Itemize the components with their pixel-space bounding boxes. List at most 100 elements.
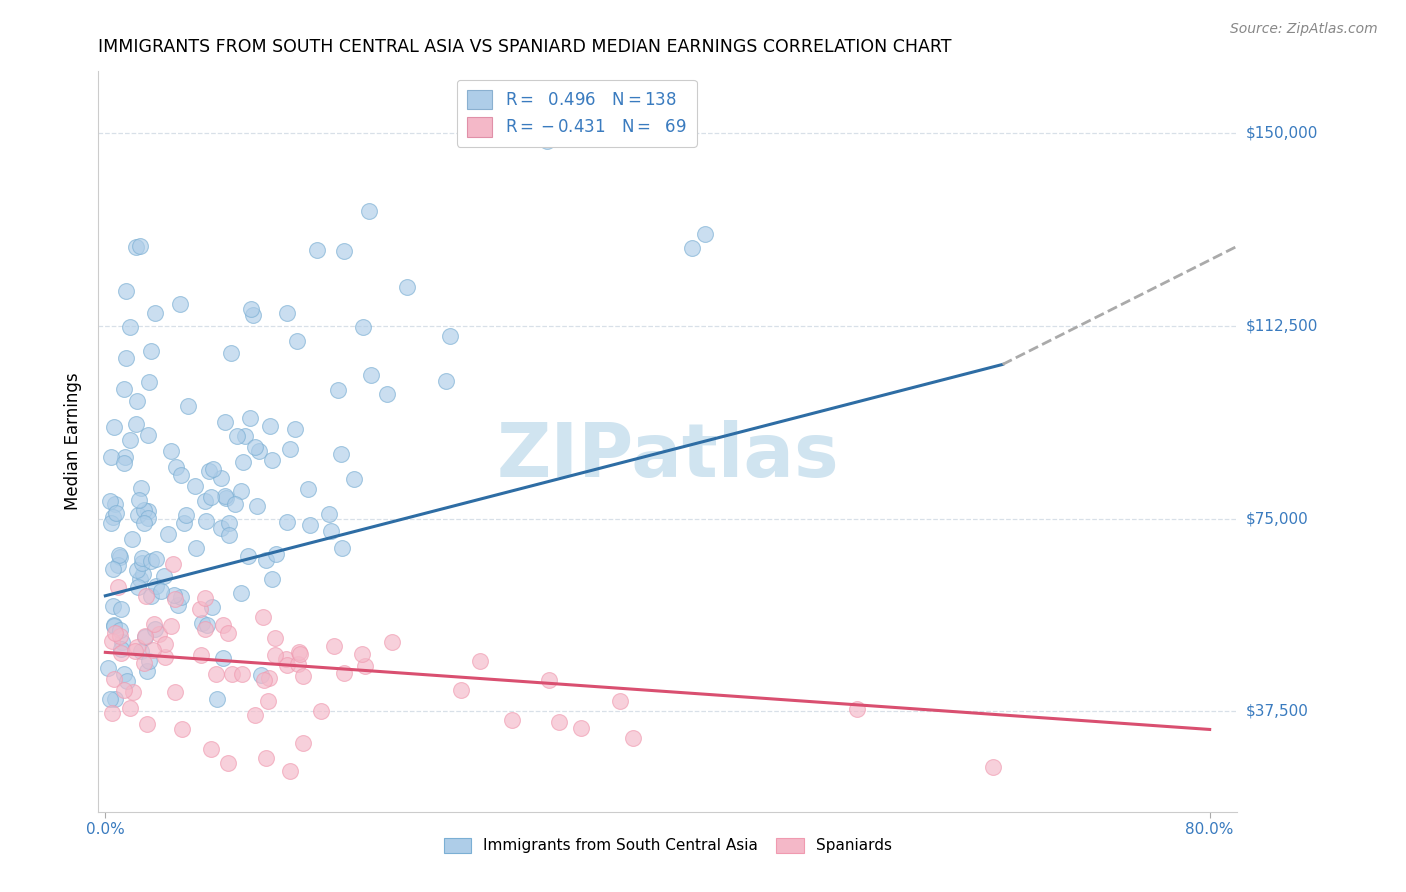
- Point: [201, 599, 224, 614]
- Text: $150,000: $150,000: [1246, 126, 1317, 141]
- Point: [260, 453, 283, 467]
- Point: [124, 644, 146, 658]
- Point: [129, 572, 152, 586]
- Point: [352, 647, 374, 661]
- Point: [136, 664, 159, 678]
- Point: [274, 652, 297, 666]
- Point: [108, 549, 131, 564]
- Point: [163, 588, 186, 602]
- Point: [209, 521, 232, 535]
- Point: [288, 647, 311, 661]
- Point: [233, 429, 256, 443]
- Text: Source: ZipAtlas.com: Source: ZipAtlas.com: [1230, 22, 1378, 37]
- Point: [145, 579, 167, 593]
- Point: [107, 558, 129, 572]
- Point: [129, 481, 152, 495]
- Point: [145, 306, 167, 320]
- Point: [439, 329, 461, 343]
- Point: [100, 493, 122, 508]
- Point: [200, 490, 222, 504]
- Point: [264, 547, 287, 561]
- Point: [569, 721, 592, 735]
- Point: [169, 297, 191, 311]
- Point: [292, 669, 315, 683]
- Point: [333, 244, 356, 258]
- Point: [190, 601, 212, 615]
- Point: [115, 351, 138, 365]
- Point: [243, 440, 266, 454]
- Point: [537, 673, 560, 687]
- Point: [695, 227, 717, 241]
- Point: [145, 552, 167, 566]
- Point: [309, 705, 332, 719]
- Point: [127, 580, 149, 594]
- Point: [127, 640, 149, 654]
- Point: [219, 346, 242, 360]
- Point: [197, 464, 219, 478]
- Point: [101, 634, 124, 648]
- Point: [501, 713, 523, 727]
- Point: [297, 482, 319, 496]
- Point: [100, 706, 122, 720]
- Point: [135, 589, 157, 603]
- Point: [326, 384, 349, 398]
- Point: [257, 672, 280, 686]
- Point: [218, 527, 240, 541]
- Point: [195, 514, 218, 528]
- Point: [239, 411, 262, 425]
- Point: [276, 515, 298, 529]
- Point: [98, 691, 121, 706]
- Point: [330, 541, 353, 555]
- Point: [298, 517, 321, 532]
- Point: [172, 722, 194, 736]
- Text: $112,500: $112,500: [1246, 318, 1317, 334]
- Point: [121, 533, 143, 547]
- Point: [129, 644, 152, 658]
- Point: [250, 667, 273, 681]
- Point: [153, 569, 176, 583]
- Point: [110, 646, 132, 660]
- Point: [134, 630, 156, 644]
- Point: [162, 557, 184, 571]
- Point: [357, 203, 380, 218]
- Point: [177, 399, 200, 413]
- Point: [278, 764, 301, 778]
- Point: [246, 499, 269, 513]
- Point: [139, 344, 162, 359]
- Point: [128, 493, 150, 508]
- Point: [117, 674, 139, 689]
- Point: [103, 419, 125, 434]
- Point: [165, 685, 187, 699]
- Point: [846, 702, 869, 716]
- Point: [253, 673, 276, 688]
- Text: ZIPatlas: ZIPatlas: [496, 420, 839, 493]
- Point: [108, 549, 131, 563]
- Point: [127, 394, 149, 409]
- Point: [247, 443, 270, 458]
- Point: [225, 428, 247, 442]
- Point: [107, 580, 129, 594]
- Point: [395, 279, 418, 293]
- Point: [536, 134, 558, 148]
- Point: [160, 618, 183, 632]
- Point: [112, 382, 135, 396]
- Point: [103, 617, 125, 632]
- Point: [259, 419, 281, 434]
- Point: [243, 707, 266, 722]
- Point: [112, 667, 135, 681]
- Point: [183, 479, 205, 493]
- Text: IMMIGRANTS FROM SOUTH CENTRAL ASIA VS SPANIARD MEDIAN EARNINGS CORRELATION CHART: IMMIGRANTS FROM SOUTH CENTRAL ASIA VS SP…: [98, 38, 952, 56]
- Point: [229, 585, 252, 599]
- Point: [138, 376, 160, 390]
- Point: [101, 599, 124, 613]
- Point: [263, 648, 285, 662]
- Point: [111, 635, 134, 649]
- Point: [100, 450, 122, 464]
- Point: [276, 306, 298, 320]
- Point: [329, 447, 352, 461]
- Point: [323, 639, 346, 653]
- Point: [125, 417, 148, 432]
- Point: [232, 455, 254, 469]
- Point: [276, 657, 298, 672]
- Text: $75,000: $75,000: [1246, 511, 1309, 526]
